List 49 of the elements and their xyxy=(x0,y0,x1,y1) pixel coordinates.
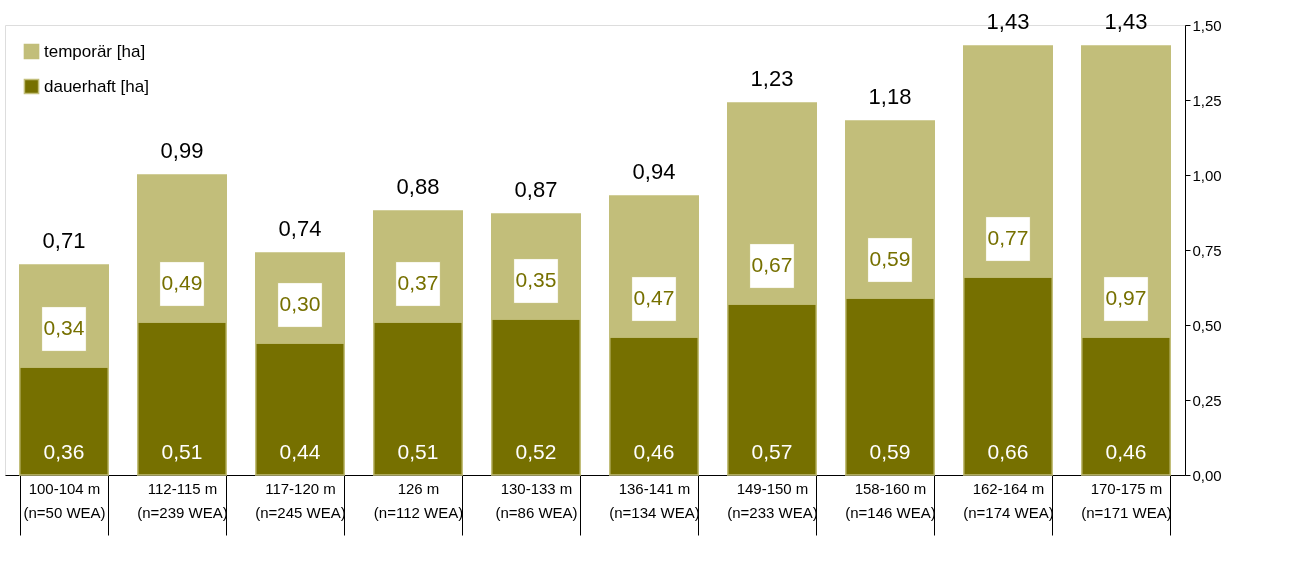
data-label: 0,52 xyxy=(515,440,557,463)
data-label: 0,51 xyxy=(161,440,203,463)
data-label: 0,66 xyxy=(987,440,1029,463)
x-tick-label: 100-104 m (n=50 WEA) xyxy=(23,479,106,521)
data-label: 0,77 xyxy=(987,226,1029,249)
data-label: 0,47 xyxy=(633,286,675,309)
data-label: 0,35 xyxy=(515,268,557,291)
y-tick-label: 1,00 xyxy=(1192,166,1222,184)
data-label: 0,46 xyxy=(1105,440,1147,463)
data-label: 0,97 xyxy=(1105,286,1147,309)
total-label: 1,43 xyxy=(1104,9,1148,34)
x-tick-label: 162-164 m (n=174 WEA) xyxy=(963,479,1054,521)
total-label: 1,18 xyxy=(868,84,912,109)
x-tick-label: 117-120 m (n=245 WEA) xyxy=(255,479,346,521)
y-tick-label: 1,50 xyxy=(1192,16,1222,34)
data-label: 0,59 xyxy=(869,440,911,463)
x-tick-label: 170-175 m (n=171 WEA) xyxy=(1081,479,1172,521)
total-label: 0,74 xyxy=(278,216,322,241)
data-label: 0,57 xyxy=(751,440,793,463)
data-label: 0,67 xyxy=(751,253,793,276)
x-tick-label: 158-160 m (n=146 WEA) xyxy=(845,479,936,521)
data-label: 0,37 xyxy=(397,271,439,294)
total-label: 0,94 xyxy=(632,159,676,184)
data-label: 0,51 xyxy=(397,440,439,463)
y-tick-label: 0,25 xyxy=(1192,391,1222,409)
data-label: 0,30 xyxy=(279,292,321,315)
x-tick-label: 149-150 m (n=233 WEA) xyxy=(727,479,818,521)
legend-label: dauerhaft [ha] xyxy=(44,76,149,96)
y-tick-label: 0,75 xyxy=(1192,241,1222,259)
x-tick-label: 136-141 m (n=134 WEA) xyxy=(609,479,700,521)
data-label: 0,49 xyxy=(161,271,203,294)
data-label: 0,36 xyxy=(43,440,85,463)
total-label: 0,88 xyxy=(396,174,440,199)
total-label: 1,43 xyxy=(986,9,1030,34)
x-tick-label: 130-133 m (n=86 WEA) xyxy=(495,479,578,521)
y-tick-label: 1,25 xyxy=(1192,91,1222,109)
y-tick-label: 0,00 xyxy=(1192,466,1222,484)
x-tick-label: 126 m (n=112 WEA) xyxy=(373,479,464,521)
data-label: 0,44 xyxy=(279,440,321,463)
data-label: 0,59 xyxy=(869,247,911,270)
total-label: 1,23 xyxy=(750,66,794,91)
total-label: 0,87 xyxy=(514,177,558,202)
total-label: 0,99 xyxy=(160,138,204,163)
legend-label: temporär [ha] xyxy=(44,41,146,61)
total-label: 0,71 xyxy=(42,228,86,253)
data-label: 0,46 xyxy=(633,440,675,463)
x-tick-label: 112-115 m (n=239 WEA) xyxy=(137,479,228,521)
data-label: 0,34 xyxy=(43,316,85,339)
y-tick-label: 0,50 xyxy=(1192,316,1222,334)
